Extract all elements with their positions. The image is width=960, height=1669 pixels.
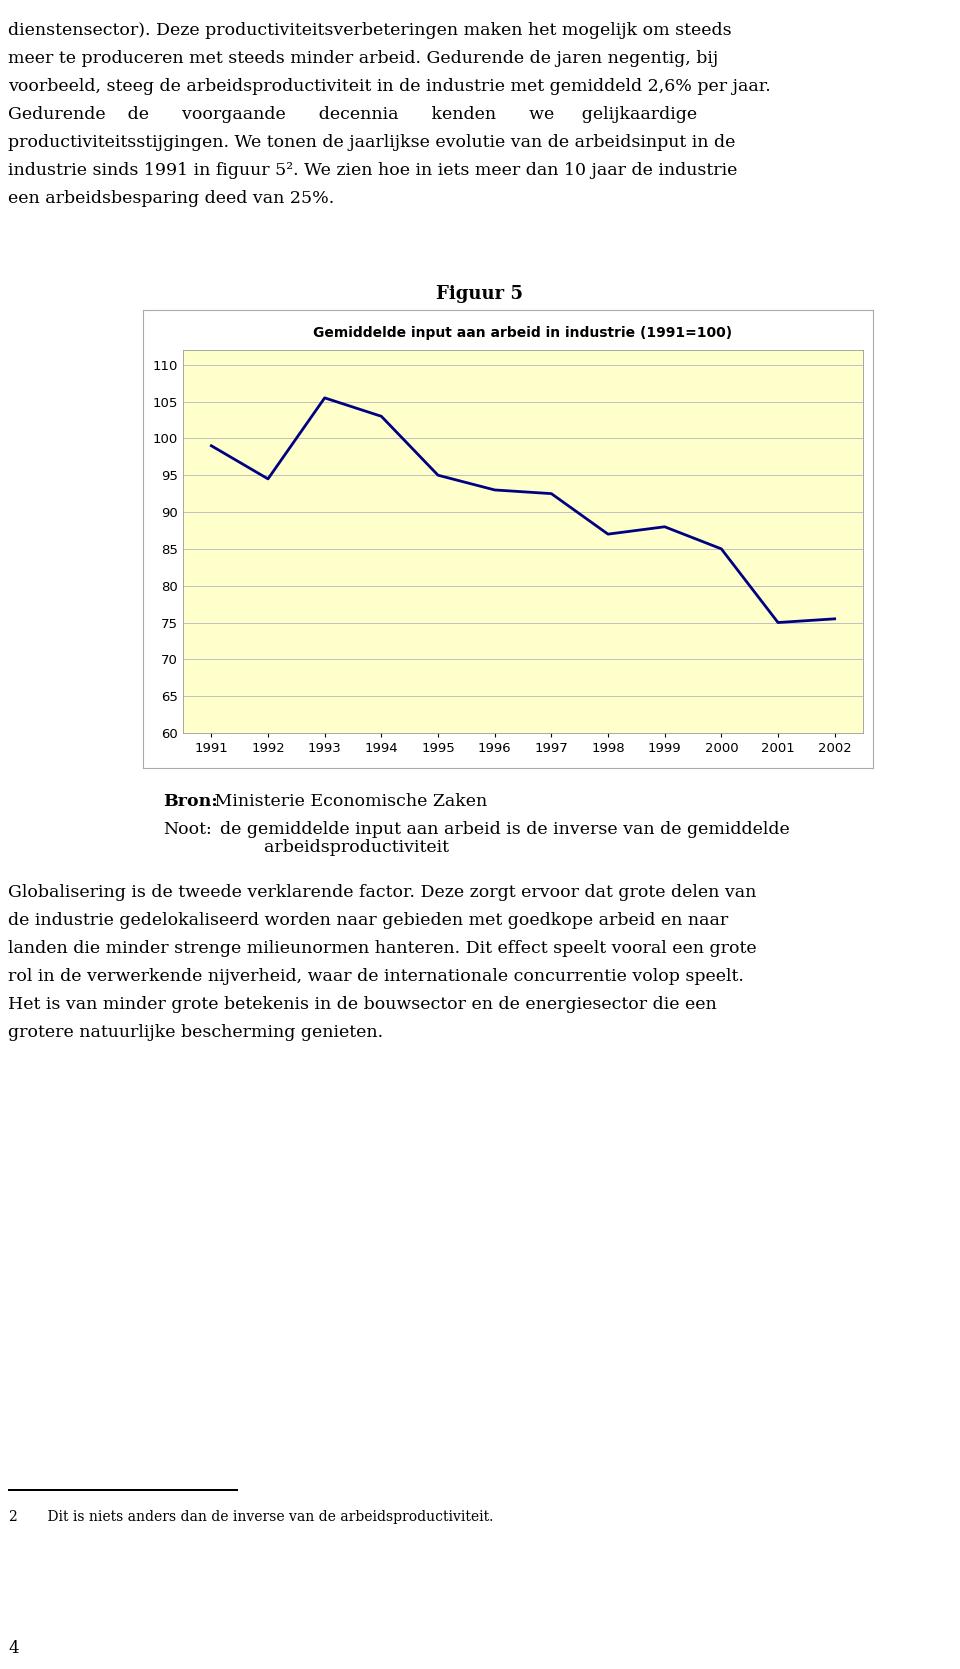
Text: Dit is niets anders dan de inverse van de arbeidsproductiviteit.: Dit is niets anders dan de inverse van d…	[30, 1510, 493, 1524]
Text: rol in de verwerkende nijverheid, waar de internationale concurrentie volop spee: rol in de verwerkende nijverheid, waar d…	[8, 968, 744, 985]
Text: Bron:: Bron:	[163, 793, 218, 809]
Text: industrie sinds 1991 in figuur 5². We zien hoe in iets meer dan 10 jaar de indus: industrie sinds 1991 in figuur 5². We zi…	[8, 162, 737, 179]
Text: productiviteitsstijgingen. We tonen de jaarlijkse evolutie van de arbeidsinput i: productiviteitsstijgingen. We tonen de j…	[8, 134, 735, 150]
Text: de industrie gedelokaliseerd worden naar gebieden met goedkope arbeid en naar: de industrie gedelokaliseerd worden naar…	[8, 911, 729, 930]
Text: Het is van minder grote betekenis in de bouwsector en de energiesector die een: Het is van minder grote betekenis in de …	[8, 996, 717, 1013]
Text: meer te produceren met steeds minder arbeid. Gedurende de jaren negentig, bij: meer te produceren met steeds minder arb…	[8, 50, 718, 67]
Text: 2: 2	[8, 1510, 16, 1524]
Text: 4: 4	[8, 1641, 18, 1657]
Text: een arbeidsbesparing deed van 25%.: een arbeidsbesparing deed van 25%.	[8, 190, 334, 207]
Text: Figuur 5: Figuur 5	[437, 285, 523, 304]
Text: Globalisering is de tweede verklarende factor. Deze zorgt ervoor dat grote delen: Globalisering is de tweede verklarende f…	[8, 885, 756, 901]
Text: dienstensector). Deze productiviteitsverbeteringen maken het mogelijk om steeds: dienstensector). Deze productiviteitsver…	[8, 22, 732, 38]
Text: landen die minder strenge milieunormen hanteren. Dit effect speelt vooral een gr: landen die minder strenge milieunormen h…	[8, 940, 756, 956]
Text: Gedurende    de      voorgaande      decennia      kenden      we     gelijkaard: Gedurende de voorgaande decennia kenden …	[8, 107, 697, 124]
Text: de gemiddelde input aan arbeid is de inverse van de gemiddelde: de gemiddelde input aan arbeid is de inv…	[209, 821, 790, 838]
Text: voorbeeld, steeg de arbeidsproductiviteit in de industrie met gemiddeld 2,6% per: voorbeeld, steeg de arbeidsproductivitei…	[8, 78, 771, 95]
Text: arbeidsproductiviteit: arbeidsproductiviteit	[209, 840, 449, 856]
Text: Gemiddelde input aan arbeid in industrie (1991=100): Gemiddelde input aan arbeid in industrie…	[313, 325, 732, 340]
Text: Noot:: Noot:	[163, 821, 212, 838]
Text: grotere natuurlijke bescherming genieten.: grotere natuurlijke bescherming genieten…	[8, 1025, 383, 1041]
Text: Ministerie Economische Zaken: Ministerie Economische Zaken	[209, 793, 488, 809]
